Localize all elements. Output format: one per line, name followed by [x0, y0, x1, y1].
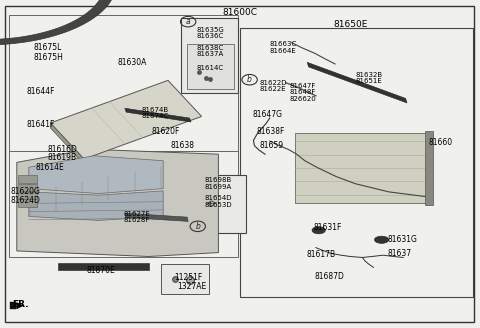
Polygon shape — [307, 62, 407, 103]
Text: 81638F: 81638F — [256, 127, 285, 136]
Text: 81675L
81675H: 81675L 81675H — [34, 43, 63, 62]
Text: 81647F
81648F
826620: 81647F 81648F 826620 — [290, 83, 317, 102]
FancyBboxPatch shape — [5, 6, 474, 322]
Text: 81637: 81637 — [388, 249, 412, 258]
Text: 81674B
81674C: 81674B 81674C — [142, 107, 169, 119]
Bar — [425, 131, 433, 205]
Bar — [18, 184, 37, 191]
Text: 81638C
81637A: 81638C 81637A — [197, 45, 224, 57]
Text: 81663C
81664E: 81663C 81664E — [270, 41, 297, 54]
Bar — [10, 302, 16, 309]
Text: 81600C: 81600C — [223, 8, 257, 17]
Polygon shape — [295, 133, 430, 203]
Bar — [18, 199, 37, 207]
Text: 81620F: 81620F — [151, 127, 180, 136]
Text: 81660: 81660 — [429, 138, 453, 147]
Text: 81641F: 81641F — [26, 120, 55, 129]
Polygon shape — [0, 0, 116, 45]
Text: 81635G
81636C: 81635G 81636C — [196, 27, 224, 39]
Text: 81627E
81628F: 81627E 81628F — [124, 211, 151, 223]
Text: 1327AE: 1327AE — [178, 281, 207, 291]
Text: 81630A: 81630A — [118, 58, 147, 67]
Text: 81654D
81653D: 81654D 81653D — [204, 195, 232, 208]
Ellipse shape — [374, 236, 389, 243]
Ellipse shape — [312, 227, 325, 234]
FancyBboxPatch shape — [9, 15, 238, 151]
Text: 81631G: 81631G — [388, 235, 418, 244]
Text: 81624D: 81624D — [11, 196, 40, 205]
Text: 11251F: 11251F — [174, 273, 202, 282]
Polygon shape — [50, 123, 84, 164]
Text: 81631F: 81631F — [314, 223, 342, 233]
Text: 81659: 81659 — [259, 141, 283, 150]
Polygon shape — [29, 156, 163, 194]
Polygon shape — [29, 191, 163, 220]
Polygon shape — [58, 263, 149, 270]
Bar — [18, 175, 37, 183]
FancyBboxPatch shape — [9, 151, 238, 257]
FancyBboxPatch shape — [181, 18, 238, 93]
Text: 81644F: 81644F — [26, 87, 55, 96]
Text: 81698B
81699A: 81698B 81699A — [205, 177, 232, 190]
Text: 81614E: 81614E — [36, 163, 65, 172]
Text: 81616D: 81616D — [47, 145, 77, 154]
Text: 81617B: 81617B — [306, 250, 336, 259]
Text: 81622D
81622E: 81622D 81622E — [259, 80, 287, 92]
Text: 81650E: 81650E — [333, 20, 368, 29]
Polygon shape — [17, 149, 218, 256]
Text: 81632B
81651E: 81632B 81651E — [355, 72, 383, 84]
Text: 81614C: 81614C — [197, 65, 224, 71]
Bar — [18, 192, 37, 199]
Polygon shape — [50, 80, 202, 159]
Polygon shape — [125, 108, 191, 122]
Text: 81619B: 81619B — [47, 153, 76, 162]
Text: 81638: 81638 — [170, 141, 194, 151]
Text: b: b — [247, 75, 252, 84]
FancyBboxPatch shape — [187, 44, 234, 89]
FancyBboxPatch shape — [240, 28, 473, 297]
Text: 81870E: 81870E — [86, 266, 115, 275]
Text: b: b — [195, 222, 200, 231]
Text: 81620G: 81620G — [11, 187, 40, 196]
Polygon shape — [125, 213, 188, 221]
FancyBboxPatch shape — [191, 175, 246, 233]
FancyBboxPatch shape — [161, 264, 209, 294]
Text: a: a — [186, 17, 191, 26]
Text: 81687D: 81687D — [314, 272, 344, 281]
Text: FR.: FR. — [12, 300, 28, 309]
Text: 81647G: 81647G — [253, 110, 283, 119]
